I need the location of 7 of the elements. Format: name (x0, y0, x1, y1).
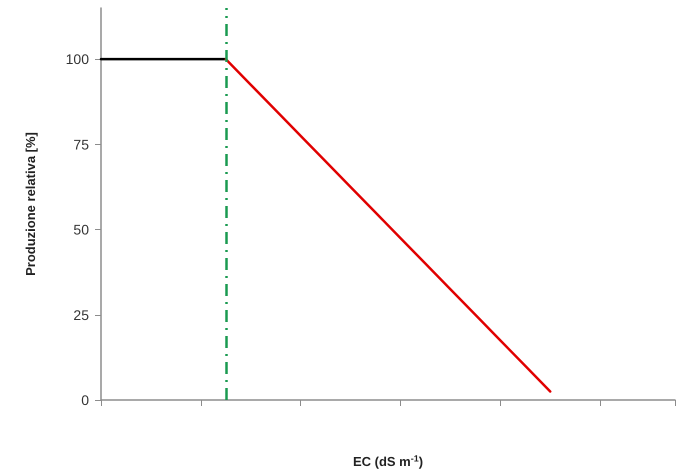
y-tick-label: 25 (73, 306, 90, 323)
line-series (224, 58, 552, 393)
y-axis-title: Produzione relativa [%] (23, 132, 38, 276)
y-tick-label: 0 (81, 392, 90, 408)
y-tick-label: 50 (73, 222, 90, 238)
y-tick-label: 75 (73, 136, 90, 152)
y-tick-label: 100 (66, 51, 90, 68)
